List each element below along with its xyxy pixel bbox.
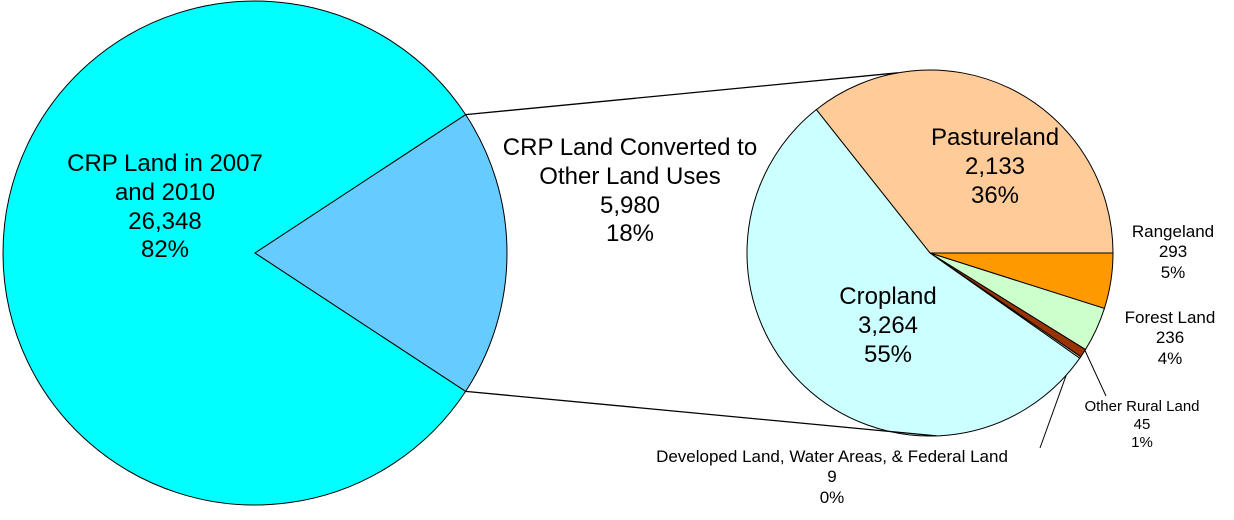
pie-slice — [2, 0, 467, 506]
slice-label: Pastureland 2,133 36% — [895, 124, 1095, 210]
slice-value: 45 — [1133, 416, 1151, 433]
slice-label: Cropland 3,264 55% — [788, 283, 988, 369]
slice-label: Other Rural Land 45 1% — [1062, 398, 1222, 452]
slice-percent: 5% — [1160, 262, 1186, 282]
slice-name: Forest Land — [1124, 308, 1216, 327]
slice-percent: 1% — [1131, 434, 1153, 451]
slice-name: CRP Land in 2007 and 2010 — [67, 150, 263, 206]
slice-percent: 4% — [1157, 348, 1183, 368]
slice-name: Developed Land, Water Areas, & Federal L… — [656, 447, 1008, 466]
slice-value: 236 — [1155, 328, 1185, 348]
slice-value: 2,133 — [964, 152, 1026, 180]
connector-line — [465, 390, 937, 437]
slice-name: Cropland — [839, 283, 937, 310]
slice-name: Rangeland — [1131, 222, 1215, 241]
slice-percent: 18% — [605, 220, 655, 248]
slice-value: 9 — [827, 467, 837, 487]
pie-slice — [815, 69, 1114, 254]
slice-value: 26,348 — [128, 207, 202, 235]
slice-label: CRP Land in 2007 and 2010 26,348 82% — [63, 150, 268, 265]
slice-percent: 36% — [970, 181, 1020, 209]
slice-label: Rangeland 293 5% — [1113, 222, 1233, 283]
slice-name: Other Rural Land — [1084, 398, 1200, 415]
slice-percent: 0% — [819, 487, 845, 507]
slice-value: 293 — [1158, 242, 1188, 262]
pie-slice — [746, 108, 1081, 437]
leader-line — [1081, 343, 1107, 397]
slice-label: CRP Land Converted to Other Land Uses 5,9… — [490, 134, 770, 249]
pie-slice — [254, 113, 508, 393]
slice-percent: 55% — [863, 340, 913, 368]
connector-line — [465, 72, 899, 116]
slice-value: 5,980 — [599, 191, 661, 219]
slice-percent: 82% — [140, 236, 190, 264]
slice-label: Forest Land 236 4% — [1110, 308, 1230, 369]
slice-label: Developed Land, Water Areas, & Federal L… — [602, 447, 1062, 508]
slice-name: CRP Land Converted to Other Land Uses — [502, 134, 758, 190]
slice-value: 3,264 — [857, 311, 919, 339]
slice-name: Pastureland — [930, 124, 1060, 151]
